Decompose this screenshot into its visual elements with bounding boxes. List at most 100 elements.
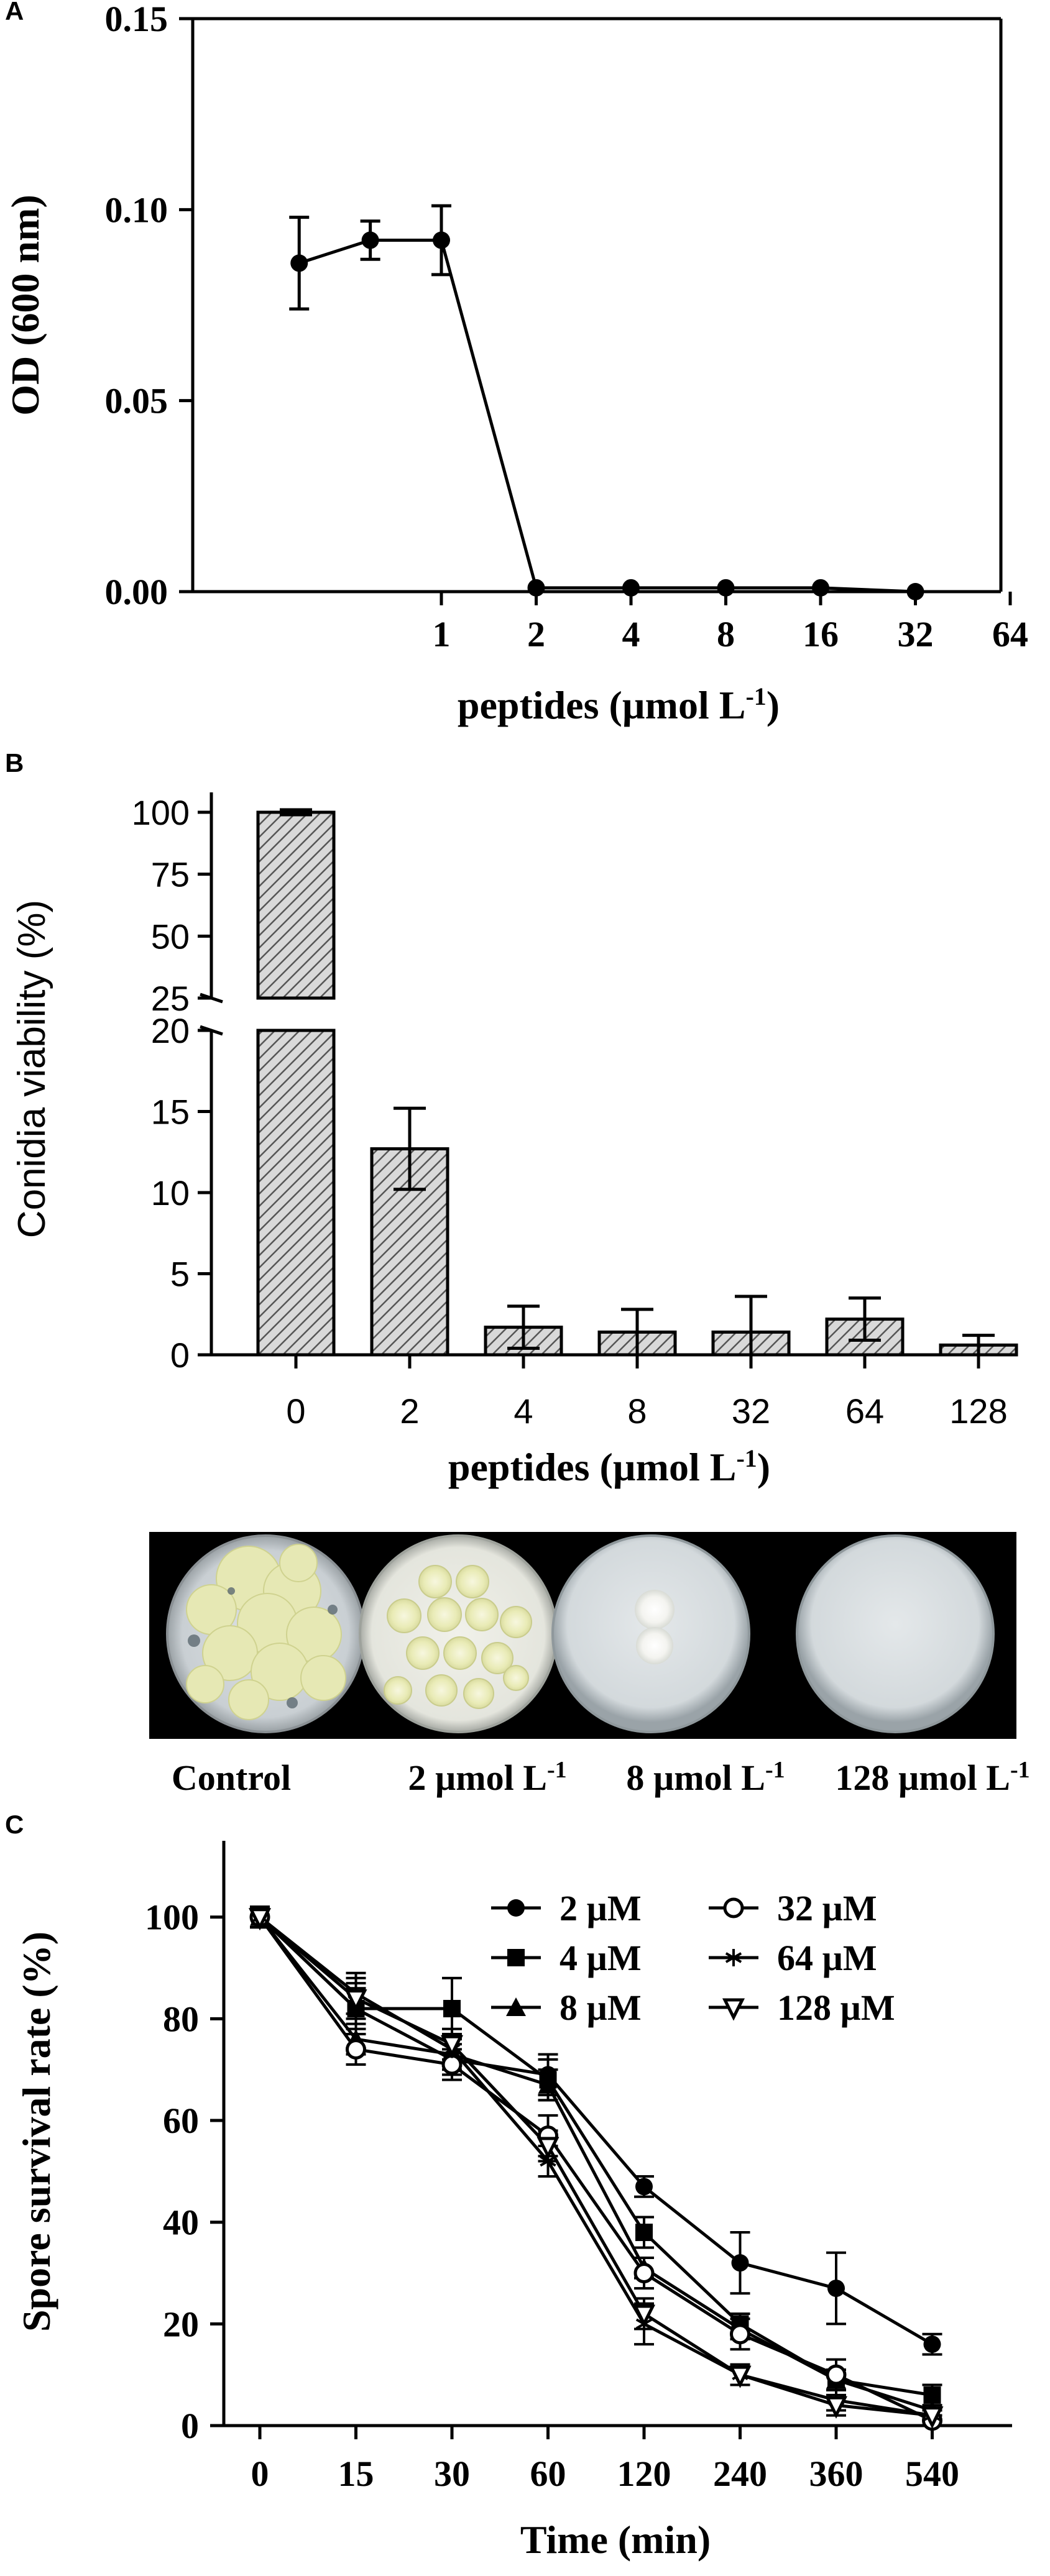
panel-c-point: [346, 2038, 366, 2060]
photo-label-128-umol: 128 µmol L-1: [835, 1757, 1029, 1798]
panel-c-legend-marker: [722, 1998, 745, 2021]
panel-c-legend-marker: [506, 1997, 526, 2016]
panel-a-point: [433, 231, 450, 249]
panel-c-legend-marker: [507, 1949, 525, 1966]
panel-c-y-tick-label: 20: [163, 2304, 199, 2344]
panel-b-y-tick-label: 15: [151, 1093, 190, 1132]
photo-label-control: Control: [172, 1758, 291, 1798]
panel-b-x-tick-label: 4: [513, 1391, 533, 1431]
panel-c-point: [248, 1908, 272, 1931]
panel-c-y-tick-label: 40: [163, 2202, 199, 2243]
petri-dish-photo: Control 2 µmol L -1 8 µmol L-1 128 µmol L…: [149, 1532, 1030, 1798]
panel-b-y-tick-label: 100: [132, 793, 190, 832]
panel-a-point: [906, 583, 924, 600]
panel-b-x-tick-label: 64: [845, 1391, 884, 1431]
panel-c-series-line: [258, 1916, 933, 2422]
panel-c-legend-label: 2 µM: [560, 1888, 642, 1928]
panel-b-x-axis-label: peptides (µmol L-1): [448, 1444, 770, 1489]
panel-a-point: [527, 579, 545, 597]
plate-2-umol: [359, 1534, 558, 1733]
panel-c-point: [537, 2137, 560, 2160]
plate-128-umol: [796, 1534, 995, 1733]
panel-c-point: [826, 2364, 847, 2385]
panel-a-point: [361, 231, 379, 249]
panel-c-legend-label: 64 µM: [777, 1938, 877, 1978]
panel-a-point: [812, 579, 829, 597]
panel-c-x-axis-label: Time (min): [520, 2518, 711, 2562]
panel-c-point: [633, 2263, 655, 2284]
panel-c-point: [635, 2224, 653, 2242]
panel-c-point: [730, 2324, 750, 2345]
panel-a-x-tick-label: 64: [992, 614, 1028, 654]
panel-c-legend-label: 4 µM: [560, 1938, 642, 1978]
panel-c-x-tick-label: 30: [434, 2454, 470, 2494]
panel-b-y-tick-label: 25: [151, 979, 190, 1018]
panel-a-x-tick-label: 2: [527, 614, 545, 654]
panel-b-letter: B: [5, 748, 24, 777]
panel-c-x-tick-label: 120: [617, 2454, 671, 2494]
panel-a-x-tick-label: 1: [433, 614, 451, 654]
panel-a-x-axis-label-exponent: -1: [745, 682, 766, 710]
panel-b-x-tick-label: 2: [400, 1391, 419, 1431]
photo-label-8-umol-text: 8 µmol L: [626, 1758, 765, 1798]
panel-a-series-line: [298, 239, 916, 594]
panel-c-x-tick-label: 60: [530, 2454, 566, 2494]
panel-c-legend-label: 32 µM: [777, 1888, 877, 1928]
panel-b-x-tick-label: 8: [627, 1391, 647, 1431]
panel-a-x-axis-label-main: peptides (µmol L: [458, 683, 746, 727]
photo-label-2-umol-text: 2 µmol L: [408, 1758, 547, 1798]
panel-c-letter: C: [5, 1810, 24, 1839]
panel-c-point: [441, 2054, 463, 2075]
panel-c-point: [635, 2178, 653, 2196]
plate-control: [166, 1534, 365, 1733]
panel-c-series-line: [259, 1916, 933, 2412]
panel-c-line-chart: 0 20 40 60 80 100 0 15 30 60 120 240 360 540 2 µM 4 µ…: [14, 1841, 1012, 2562]
panel-c-x-tick-label: 240: [713, 2454, 767, 2494]
panel-a-y-tick-label: 0.00: [105, 572, 168, 612]
panel-c-series-line: [259, 1915, 933, 2418]
panel-b-x-axis-label-close: ): [757, 1445, 770, 1489]
panel-c-point: [731, 2254, 749, 2272]
panel-c-point: [923, 2335, 941, 2354]
panel-c-point: [443, 2000, 461, 2018]
panel-c-legend-marker: [723, 1897, 744, 1918]
photo-label-8-umol-exp: -1: [765, 1757, 785, 1783]
panel-b-y-tick-label: 10: [151, 1173, 190, 1212]
panel-c-y-tick-label: 100: [145, 1897, 199, 1938]
photo-label-8-umol: 8 µmol L-1: [626, 1757, 785, 1798]
panel-a-x-tick-label: 4: [622, 614, 640, 654]
photo-label-128-umol-text: 128 µmol L: [835, 1758, 1010, 1798]
panel-c-y-tick-label: 60: [163, 2101, 199, 2141]
panel-a-x-axis-label-close: ): [767, 683, 780, 727]
panel-c-point: [824, 2396, 848, 2419]
panel-c-legend-label: 8 µM: [560, 1987, 642, 2028]
panel-a-y-tick-label: 0.15: [105, 0, 168, 39]
panel-c-legend-marker: [507, 1899, 525, 1917]
panel-c-point: [921, 2406, 944, 2429]
panel-c-legend-label: 128 µM: [777, 1987, 895, 2028]
panel-c-y-tick-label: 80: [163, 1999, 199, 2039]
panel-a-x-tick-label: 8: [717, 614, 735, 654]
panel-c-point: [440, 2035, 464, 2058]
panel-c-point: [632, 2304, 656, 2327]
panel-b-y-tick-label: 75: [151, 855, 190, 894]
panel-c-point: [344, 1989, 367, 2012]
panel-b-x-axis-label-exponent: -1: [736, 1444, 757, 1472]
panel-c-point: [827, 2280, 845, 2298]
panel-a-y-tick-label: 0.05: [105, 381, 168, 421]
panel-b-x-tick-label: 128: [949, 1391, 1007, 1431]
panel-b-bar-upper: [256, 810, 336, 1000]
panel-c-point: [729, 2365, 752, 2388]
panel-c-x-tick-label: 360: [809, 2454, 863, 2494]
panel-a-letter: A: [5, 0, 24, 25]
panel-a-x-axis-label: peptides (µmol L-1): [458, 682, 780, 727]
panel-b-x-tick-label: 32: [732, 1391, 770, 1431]
panel-a-x-tick-label: 32: [898, 614, 934, 654]
panel-b-y-tick-label: 20: [151, 1011, 190, 1050]
star-stroke: [725, 1952, 742, 1963]
panel-c-point: [538, 2074, 558, 2094]
panel-c-x-tick-label: 0: [251, 2454, 269, 2494]
panel-c-x-tick-label: 540: [905, 2454, 959, 2494]
